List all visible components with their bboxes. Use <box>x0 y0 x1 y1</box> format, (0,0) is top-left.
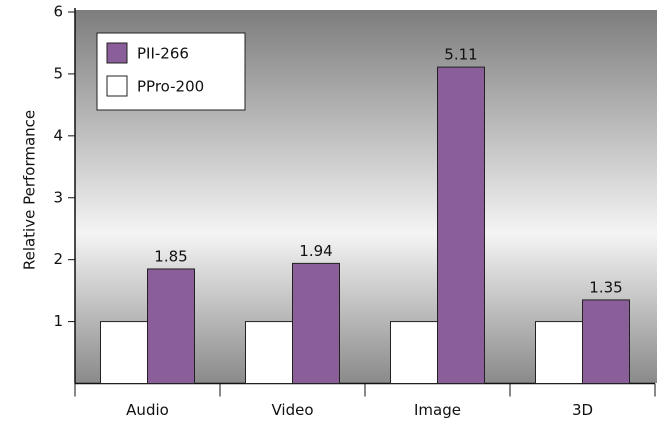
bar <box>147 268 195 384</box>
bar <box>390 321 438 385</box>
bar <box>245 321 293 385</box>
y-tick-label: 2 <box>53 250 63 268</box>
y-tick-label: 5 <box>53 64 63 82</box>
legend-label: PII-266 <box>137 45 189 63</box>
bar <box>582 299 630 385</box>
data-label: 1.85 <box>154 247 187 265</box>
x-tick-label: Image <box>414 401 461 419</box>
y-axis-label: Relative Performance <box>21 110 39 270</box>
data-label: 1.94 <box>299 242 332 260</box>
legend-label: PPro-200 <box>137 78 204 96</box>
bar <box>437 66 485 384</box>
x-tick-label: 3D <box>572 401 593 419</box>
y-tick-label: 1 <box>53 312 63 330</box>
bar <box>292 262 340 384</box>
y-tick-label: 6 <box>53 3 63 21</box>
x-tick-label: Video <box>271 401 313 419</box>
y-tick-label: 4 <box>53 126 63 144</box>
legend-swatch <box>106 75 128 97</box>
bar <box>535 321 583 385</box>
data-label: 1.35 <box>589 278 622 296</box>
bar <box>100 321 148 385</box>
x-tick-label: Audio <box>126 401 169 419</box>
y-tick-label: 3 <box>53 188 63 206</box>
data-label: 5.11 <box>444 46 477 64</box>
legend-swatch <box>106 42 128 64</box>
